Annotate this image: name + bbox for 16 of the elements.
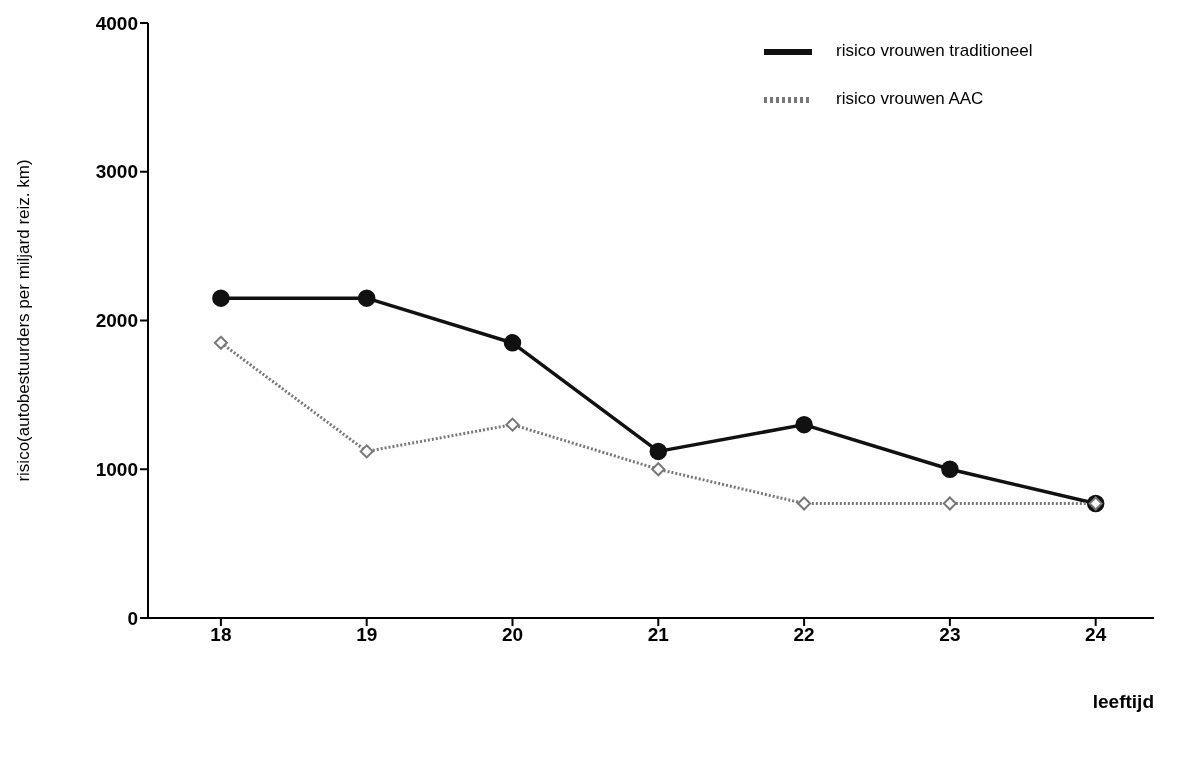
x-tick-label: 22 bbox=[793, 624, 815, 646]
y-tick-label: 3000 bbox=[95, 161, 138, 183]
x-tick-label: 20 bbox=[501, 624, 524, 646]
y-tick-label: 0 bbox=[127, 607, 138, 629]
y-tick-label: 1000 bbox=[95, 458, 138, 480]
y-tick-label: 2000 bbox=[95, 310, 138, 332]
x-tick-label: 18 bbox=[210, 624, 232, 646]
legend-label: risico vrouwen traditioneel bbox=[836, 41, 1033, 61]
x-axis-title: leeftijd bbox=[1092, 691, 1154, 712]
y-axis-title: risico(autobestuurders per miljard reiz. km) bbox=[14, 159, 34, 482]
x-tick-label: 24 bbox=[1085, 624, 1107, 646]
x-tick-label: 19 bbox=[356, 624, 378, 646]
x-tick-label: 21 bbox=[647, 624, 670, 646]
legend-label: risico vrouwen AAC bbox=[836, 89, 984, 109]
y-tick-label: 4000 bbox=[95, 12, 138, 34]
x-tick-label: 23 bbox=[939, 624, 961, 646]
